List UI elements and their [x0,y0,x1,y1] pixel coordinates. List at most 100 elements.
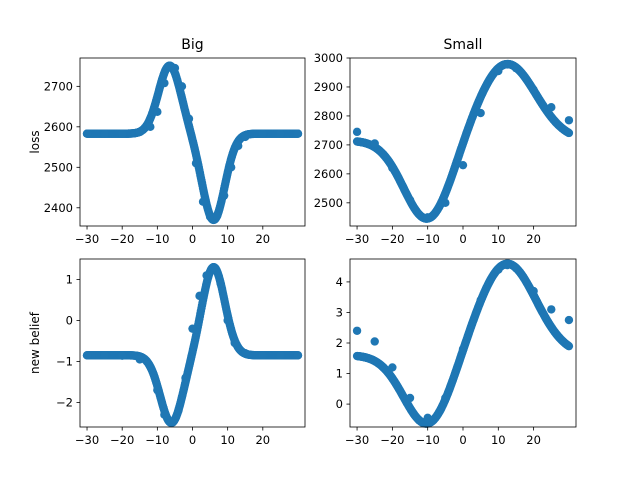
data-point [100,351,109,360]
data-point [494,265,503,274]
y-tick-label: 2700 [44,79,73,93]
data-point [198,197,208,206]
data-point [388,163,397,173]
data-point [511,263,521,273]
y-tick-label: 1 [66,272,73,286]
data-point [405,393,415,403]
scatter-points [82,61,303,225]
y-tick-label: 0 [66,313,73,327]
data-point [258,129,268,138]
data-point [502,260,512,270]
data-point [405,195,415,205]
scatter-points [82,262,303,428]
data-point [135,355,144,364]
y-tick-label: 2 [336,336,343,350]
data-point [458,344,468,354]
chart-title: Big [181,37,203,53]
x-tick-label: −30 [75,232,99,246]
data-point [529,286,538,296]
y-tick-label: 2800 [314,109,343,123]
data-point [511,63,521,73]
y-tick-label: 3 [336,305,343,319]
data-point [160,410,169,419]
x-tick-label: −20 [110,433,134,447]
data-point [476,296,485,305]
scatter-points [352,59,574,223]
data-point [258,351,268,360]
x-tick-label: −30 [75,433,99,447]
x-tick-label: −10 [145,232,169,246]
data-point [293,129,303,138]
x-tick-label: 0 [459,232,466,246]
data-point [184,114,194,123]
data-point [276,351,285,360]
data-point [234,141,243,151]
data-point [547,103,556,112]
chart-panel: −30 −20 −10 0 10 20 0 1 2 3 4 [336,258,577,447]
y-tick-label: 2600 [314,167,343,181]
data-point [230,338,239,348]
data-point [82,129,92,138]
data-point [370,139,379,148]
data-point [195,291,204,301]
data-point [177,82,187,91]
data-point [100,129,109,138]
data-point [188,324,197,333]
x-tick-label: −10 [416,433,440,447]
y-tick-label: 2700 [314,138,343,152]
data-point [135,127,144,137]
chart-title: Small [444,37,483,53]
data-point [223,316,232,325]
x-tick-label: 10 [220,232,235,246]
data-point [241,132,250,142]
data-point [564,116,574,125]
y-tick-label: 2500 [314,196,343,210]
y-tick-label: 2900 [314,80,343,94]
data-point [547,305,556,314]
x-tick-label: −20 [110,232,134,246]
data-point [202,271,211,280]
data-point [370,337,379,346]
data-point [293,351,303,360]
y-tick-label: 0 [336,397,343,411]
data-point [146,122,155,132]
x-tick-label: 0 [189,433,196,447]
x-tick-label: −10 [145,433,169,447]
chart-panel: −30 −20 −10 0 10 20 2400 2500 2600 2700 Big loss [28,37,306,246]
data-point [458,160,468,170]
data-point [494,66,503,76]
data-point [82,351,92,360]
scatter-point [564,128,574,138]
x-tick-label: 0 [459,433,466,447]
y-tick-label: 2600 [44,120,73,134]
x-tick-label: 10 [220,433,235,447]
y-axis-label: loss [28,130,42,153]
x-tick-label: 10 [491,433,506,447]
x-tick-label: 20 [255,433,270,447]
x-tick-label: 20 [526,433,541,447]
x-tick-label: −30 [345,433,369,447]
x-tick-label: −30 [345,232,369,246]
y-axis-label: new belief [28,311,42,374]
x-tick-label: 20 [255,232,270,246]
data-point [191,159,201,168]
data-point [170,63,180,73]
data-point [476,108,485,118]
data-point [529,85,538,95]
x-tick-label: −20 [380,232,404,246]
data-point [167,418,176,428]
x-tick-label: −10 [416,232,440,246]
data-point [352,127,362,137]
y-tick-label: 2500 [44,160,73,174]
y-tick-label: 3000 [314,51,343,65]
data-point [160,78,169,88]
x-tick-label: 0 [189,232,196,246]
data-point [212,211,222,221]
x-tick-label: −20 [380,433,404,447]
data-point [181,373,190,383]
data-point [216,279,225,288]
y-tick-label: 4 [336,275,343,289]
data-point [226,163,236,172]
